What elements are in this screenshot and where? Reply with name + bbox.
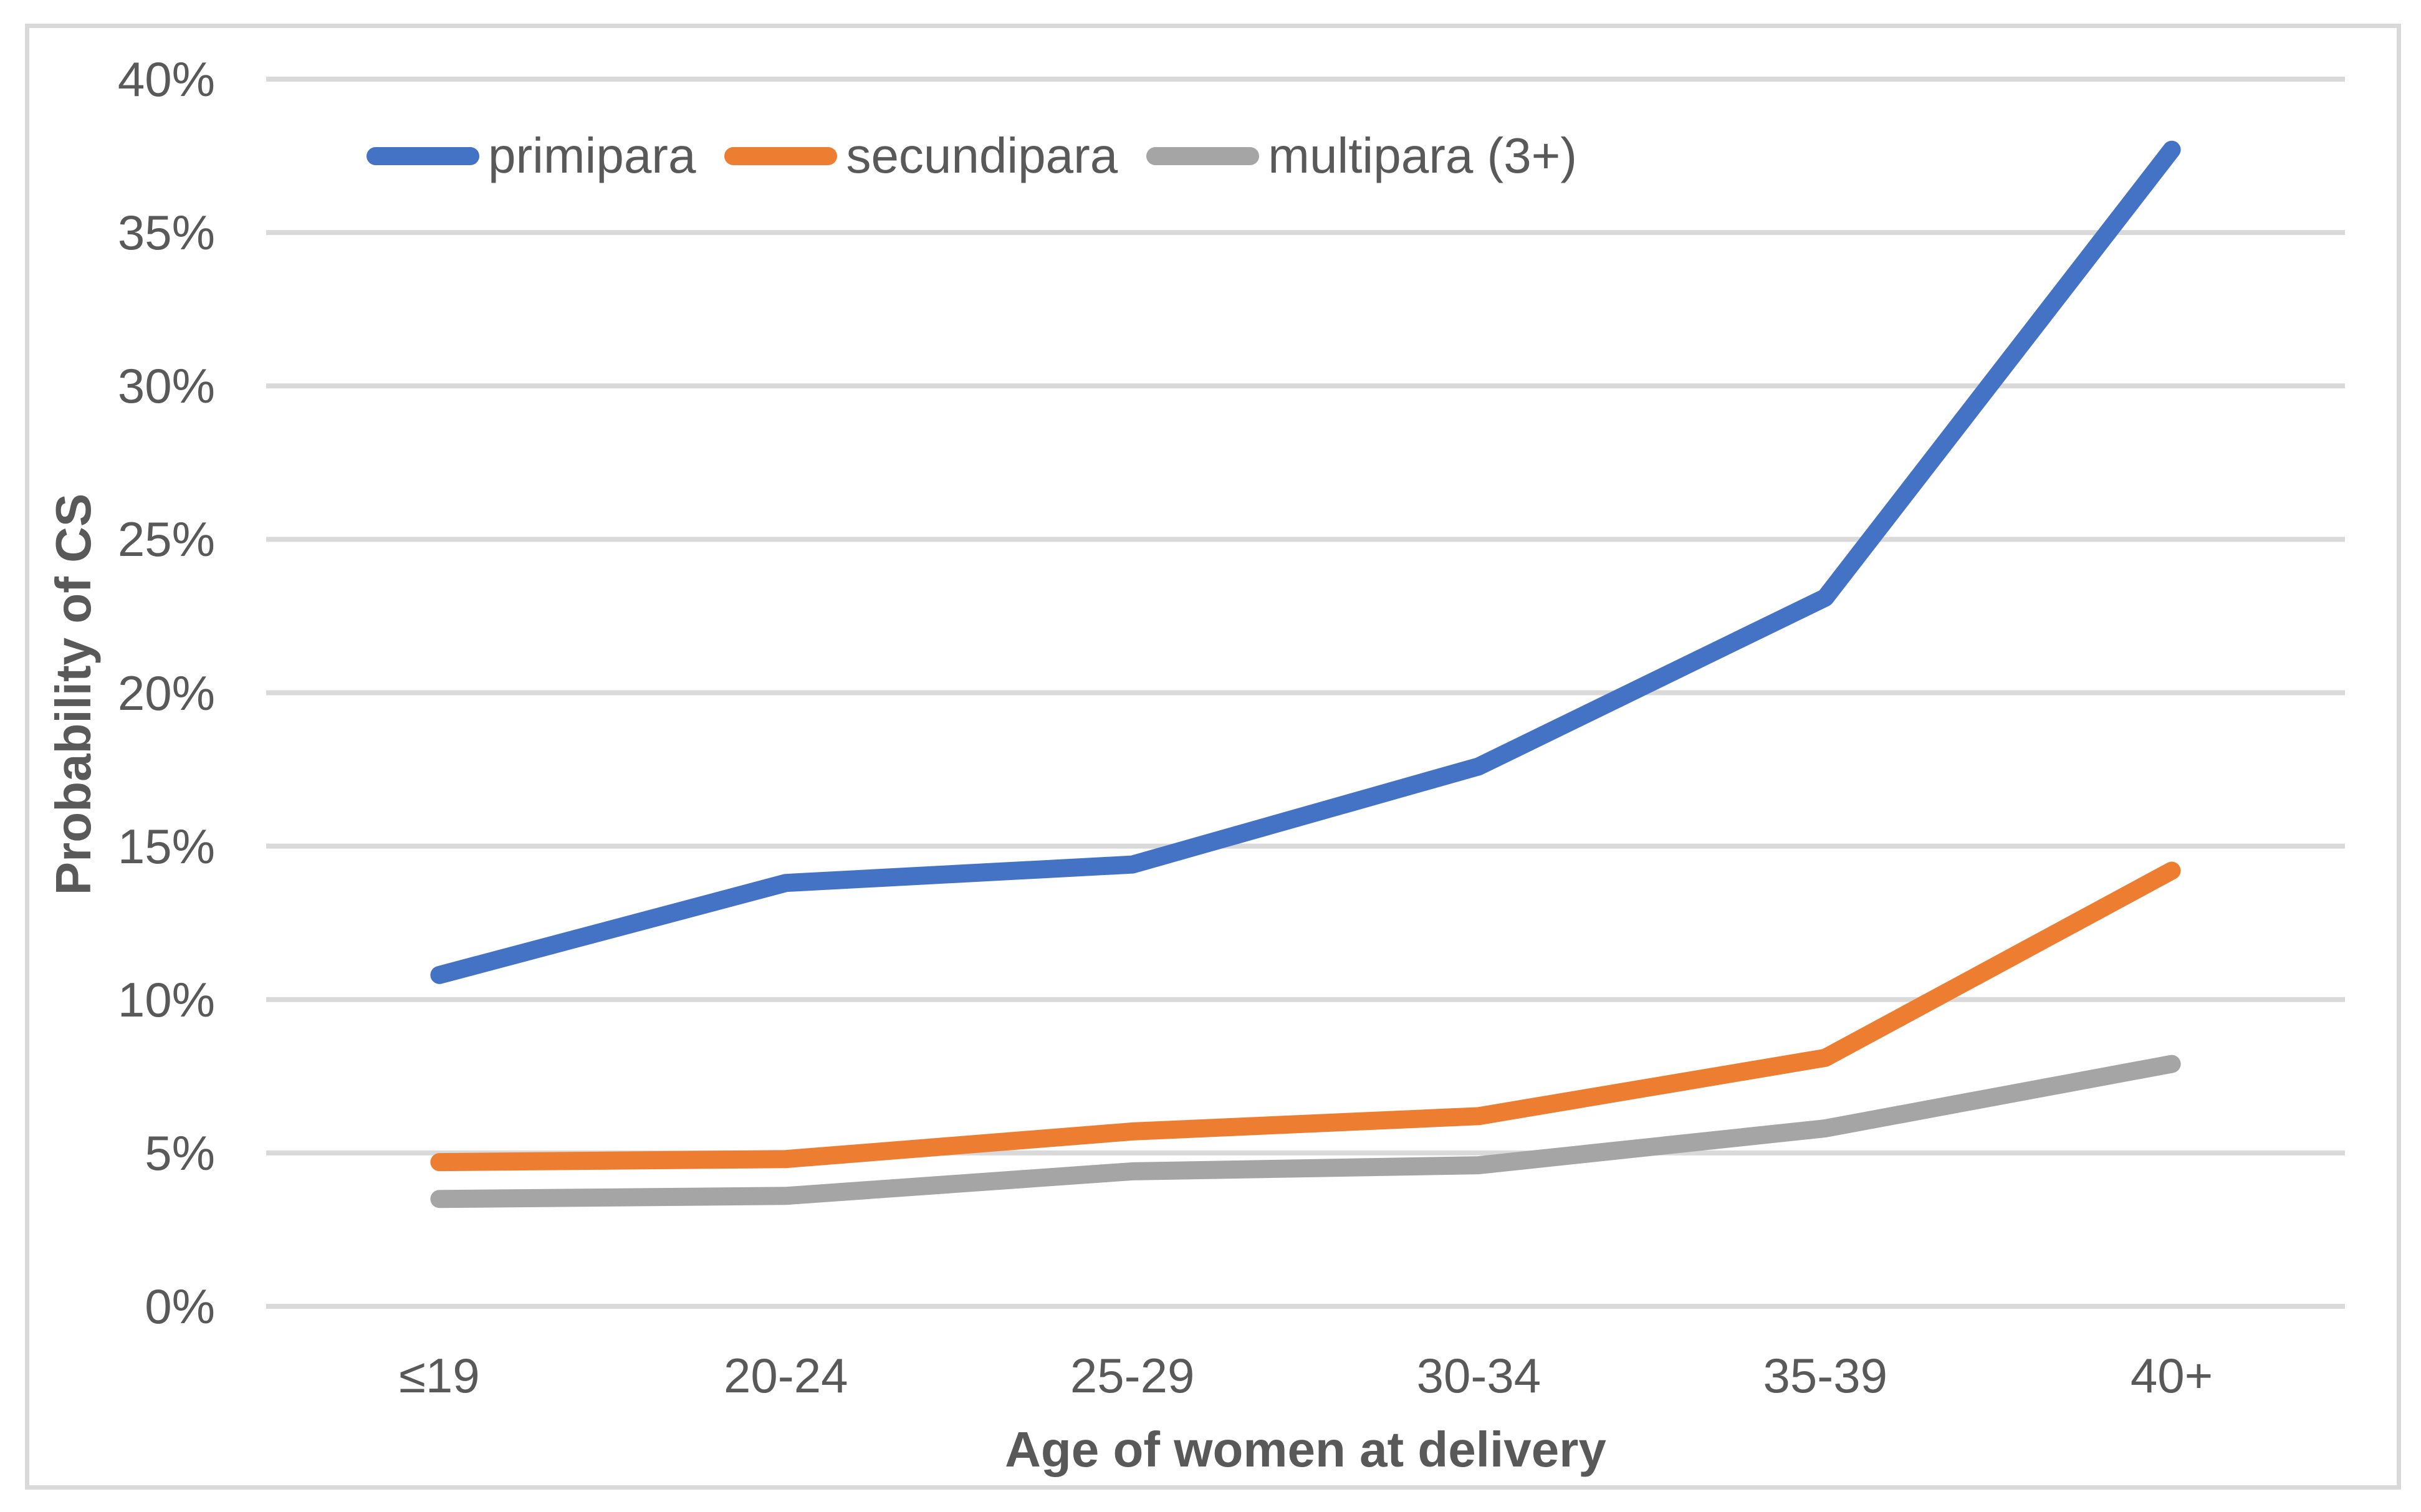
legend-line-swatch	[724, 146, 838, 165]
y-tick-35%: 35%	[117, 205, 215, 261]
y-tick-10%: 10%	[117, 972, 215, 1027]
x-tick-30-34: 30-34	[1416, 1348, 1541, 1403]
series-line-multipara-3-	[430, 1055, 2181, 1208]
y-axis-title: Probability of CS	[46, 493, 101, 896]
legend-label: multipara (3+)	[1268, 128, 1578, 183]
chart-border	[25, 24, 2401, 1490]
legend-line-swatch	[367, 146, 479, 165]
legend-label: secundipara	[846, 128, 1118, 183]
legend-item-primipara: primipara	[367, 127, 696, 185]
y-tick-20%: 20%	[117, 665, 215, 720]
series-line-primipara	[430, 140, 2181, 984]
y-tick-40%: 40%	[117, 52, 215, 107]
y-tick-25%: 25%	[117, 512, 215, 567]
legend: primipara secundipara multipara (3+)	[367, 127, 1577, 185]
y-tick-30%: 30%	[117, 358, 215, 414]
x-tick-40+: 40+	[2130, 1348, 2213, 1403]
legend-item-secundipara: secundipara	[724, 127, 1118, 185]
x-tick--19: ≤19	[399, 1348, 480, 1403]
series-line-secundipara	[430, 861, 2181, 1172]
x-tick-20-24: 20-24	[724, 1348, 848, 1403]
legend-line-swatch	[1146, 146, 1260, 165]
legend-item-multipara-3-: multipara (3+)	[1146, 127, 1577, 185]
y-tick-0%: 0%	[145, 1279, 215, 1334]
x-axis-title: Age of women at delivery	[1005, 1422, 1606, 1477]
y-tick-5%: 5%	[145, 1125, 215, 1180]
x-tick-25-29: 25-29	[1070, 1348, 1195, 1403]
x-tick-35-39: 35-39	[1763, 1348, 1888, 1403]
legend-label: primipara	[488, 128, 696, 183]
y-tick-15%: 15%	[117, 818, 215, 874]
